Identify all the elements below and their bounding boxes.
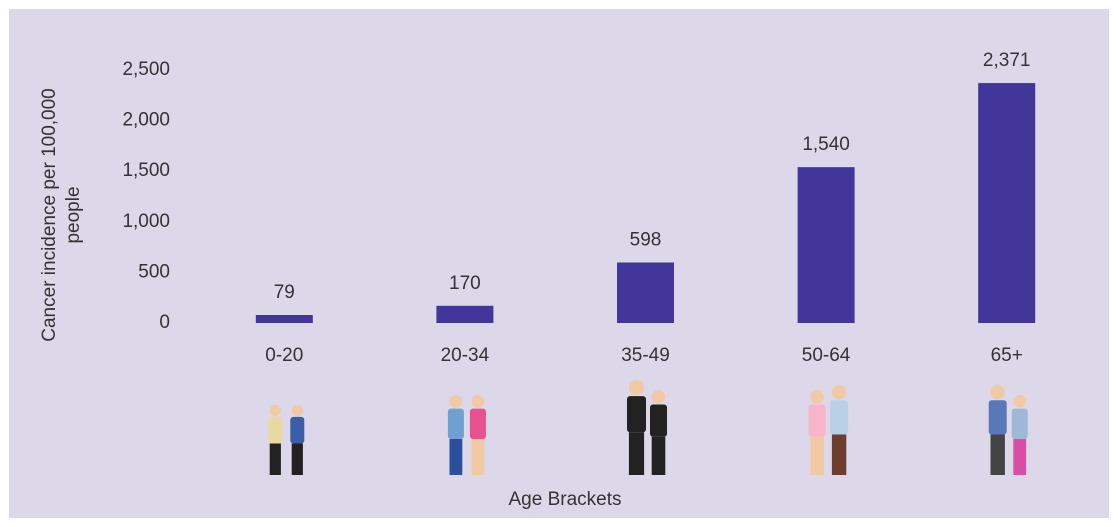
person-legs bbox=[831, 434, 847, 475]
value-label: 170 bbox=[449, 273, 481, 294]
person-head bbox=[1013, 395, 1027, 408]
x-tick-label: 20-34 bbox=[441, 345, 490, 366]
x-tick-label: 65+ bbox=[991, 345, 1023, 366]
person-torso bbox=[290, 416, 305, 444]
person-icon bbox=[1011, 395, 1028, 475]
person-legs bbox=[1013, 439, 1027, 475]
value-label: 598 bbox=[630, 229, 662, 250]
person-torso bbox=[1011, 408, 1028, 439]
person-head bbox=[651, 390, 666, 404]
x-axis-label: Age Brackets bbox=[509, 489, 622, 510]
person-icon bbox=[808, 390, 826, 475]
y-tick-label: 1,500 bbox=[122, 160, 170, 181]
person-head bbox=[269, 405, 281, 417]
value-label: 79 bbox=[274, 282, 295, 303]
value-label: 2,371 bbox=[983, 50, 1031, 71]
person-legs bbox=[651, 436, 666, 475]
person-icon bbox=[830, 385, 849, 475]
x-tick-label: 50-64 bbox=[802, 345, 851, 366]
person-legs bbox=[291, 443, 303, 475]
person-legs bbox=[990, 434, 1005, 475]
person-head bbox=[810, 390, 824, 404]
y-tick-label: 2,500 bbox=[122, 59, 170, 80]
person-torso bbox=[627, 396, 646, 433]
person-legs bbox=[269, 443, 281, 475]
person-head bbox=[471, 395, 485, 408]
y-tick-label: 1,000 bbox=[122, 211, 170, 232]
person-torso bbox=[988, 400, 1007, 435]
person-torso bbox=[447, 408, 464, 439]
y-tick-label: 0 bbox=[159, 312, 170, 333]
person-head bbox=[990, 385, 1005, 400]
bar bbox=[617, 262, 674, 323]
person-torso bbox=[808, 404, 826, 437]
y-axis-label-line: Cancer incidence per 100,000 bbox=[39, 88, 60, 342]
bar bbox=[436, 305, 494, 323]
person-icon bbox=[447, 395, 464, 475]
y-tick-label: 2,000 bbox=[122, 110, 170, 131]
person-head bbox=[628, 380, 645, 396]
person-legs bbox=[628, 432, 645, 475]
chart-background bbox=[9, 9, 1109, 518]
person-torso bbox=[650, 404, 667, 437]
x-tick-label: 0-20 bbox=[265, 345, 303, 366]
person-legs bbox=[810, 436, 824, 475]
bar bbox=[255, 315, 313, 323]
value-label: 1,540 bbox=[802, 134, 850, 155]
x-tick-label: 35-49 bbox=[621, 345, 670, 366]
person-icon bbox=[650, 390, 667, 475]
person-icon bbox=[988, 385, 1007, 475]
bar bbox=[797, 167, 855, 323]
person-icon bbox=[290, 405, 305, 475]
y-axis-label-line: people bbox=[63, 186, 84, 243]
person-icon bbox=[268, 405, 283, 475]
y-tick-label: 500 bbox=[138, 261, 170, 282]
person-icon bbox=[627, 380, 646, 475]
person-legs bbox=[449, 439, 463, 475]
person-head bbox=[291, 405, 303, 417]
person-icon bbox=[469, 395, 486, 475]
bar bbox=[978, 83, 1036, 323]
y-axis-label: Cancer incidence per 100,000 people bbox=[39, 88, 84, 342]
person-head bbox=[831, 385, 847, 400]
person-head bbox=[449, 395, 463, 408]
person-torso bbox=[469, 408, 486, 439]
person-torso bbox=[268, 416, 283, 444]
person-torso bbox=[830, 400, 849, 435]
person-legs bbox=[471, 439, 485, 475]
